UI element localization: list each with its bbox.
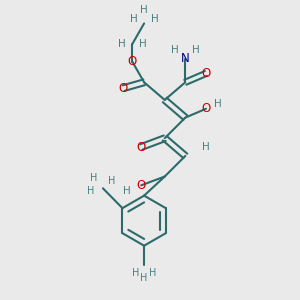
Text: H: H [192,45,200,55]
Text: H: H [171,45,179,55]
Text: H: H [202,142,210,152]
Text: O: O [119,82,128,95]
Text: N: N [181,52,190,65]
Text: H: H [140,5,148,15]
Text: H: H [90,173,98,183]
Text: H: H [130,14,138,24]
Text: H: H [140,273,148,283]
Text: H: H [87,186,95,196]
Text: H: H [149,268,157,278]
Text: O: O [136,141,146,154]
Text: H: H [118,39,126,49]
Text: O: O [136,179,146,192]
Text: H: H [132,268,139,278]
Text: H: H [151,14,158,24]
Text: O: O [201,102,211,115]
Text: O: O [128,55,137,68]
Text: H: H [214,99,222,110]
Text: O: O [201,67,211,80]
Text: H: H [108,176,116,186]
Text: H: H [123,186,130,196]
Text: H: H [139,39,146,49]
